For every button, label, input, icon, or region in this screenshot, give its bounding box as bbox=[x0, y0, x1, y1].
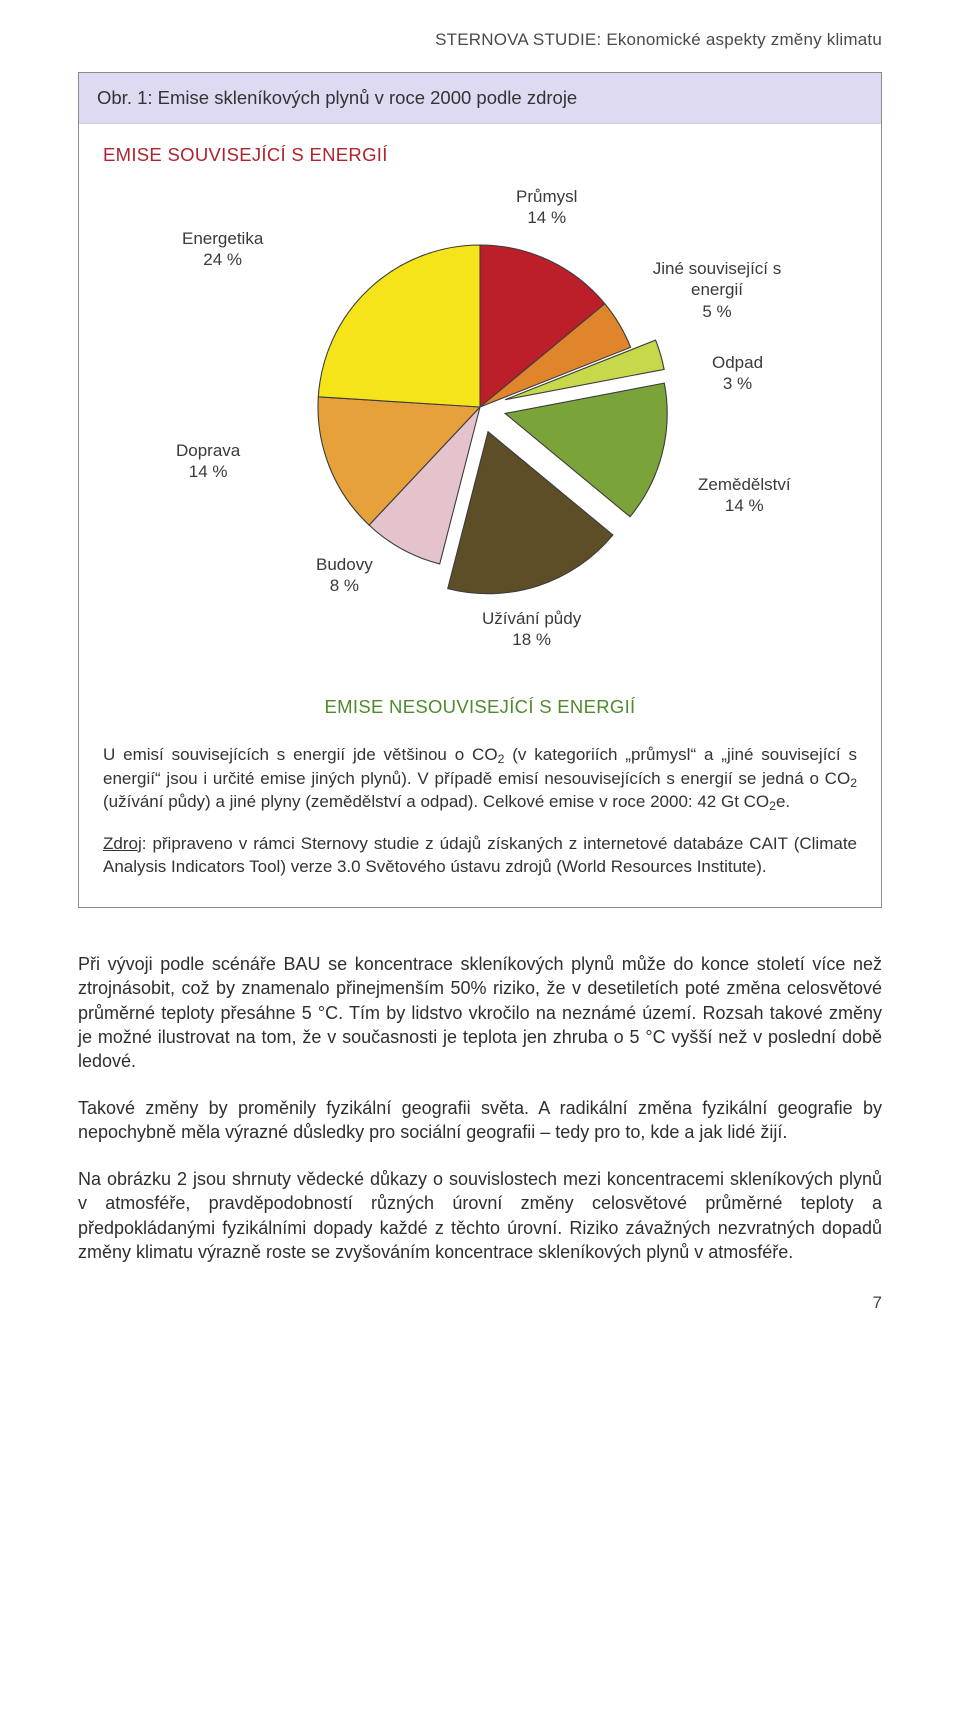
pie-label-budovy: Budovy8 % bbox=[316, 554, 373, 597]
pie-slice-energetika bbox=[318, 245, 480, 407]
figure-footnote: U emisí souvisejících s energií jde větš… bbox=[79, 744, 881, 815]
pie-label-puda: Užívání půdy18 % bbox=[482, 608, 581, 651]
figure-title: Obr. 1: Emise skleníkových plynů v roce … bbox=[79, 73, 881, 124]
body-paragraph-1: Při vývoji podle scénáře BAU se koncentr… bbox=[78, 952, 882, 1074]
heading-non-energy-related: EMISE NESOUVISEJÍCÍ S ENERGIÍ bbox=[103, 696, 857, 718]
figure-source: Zdroj: připraveno v rámci Sternovy studi… bbox=[79, 833, 881, 879]
pie-label-jine: Jiné související s energií5 % bbox=[632, 258, 802, 322]
body-paragraph-3: Na obrázku 2 jsou shrnuty vědecké důkazy… bbox=[78, 1167, 882, 1265]
pie-label-odpad: Odpad3 % bbox=[712, 352, 763, 395]
figure-box: Obr. 1: Emise skleníkových plynů v roce … bbox=[78, 72, 882, 908]
pie-label-energetika: Energetika24 % bbox=[182, 228, 263, 271]
pie-chart: Průmysl14 % Jiné související s energií5 %… bbox=[110, 172, 850, 692]
running-head: STERNOVA STUDIE: Ekonomické aspekty změn… bbox=[78, 30, 882, 50]
pie-label-zemedelstvi: Zemědělství14 % bbox=[698, 474, 791, 517]
heading-energy-related: EMISE SOUVISEJÍCÍ S ENERGIÍ bbox=[103, 144, 857, 166]
page-number: 7 bbox=[873, 1293, 882, 1313]
body-paragraph-2: Takové změny by proměnily fyzikální geog… bbox=[78, 1096, 882, 1145]
pie-label-doprava: Doprava14 % bbox=[176, 440, 240, 483]
pie-label-prumysl: Průmysl14 % bbox=[516, 186, 577, 229]
